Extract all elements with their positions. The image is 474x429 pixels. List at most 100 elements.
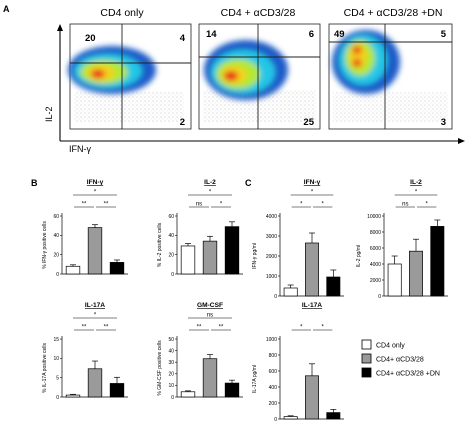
quadrant-upper-left: 49 <box>334 29 345 40</box>
bar-2 <box>305 242 319 297</box>
quadrant-upper-right: 6 <box>309 29 314 40</box>
flow-cytometry-plots: CD4 only 20 4 2 CD4 + αCD3/28 <box>44 7 465 154</box>
scatter-dots <box>203 90 316 122</box>
y-tick-label: 400 <box>269 385 278 391</box>
bar-2 <box>409 250 423 297</box>
flow-plot-title: CD4 + αCD3/28 +DN <box>344 7 443 19</box>
flow-plot-1: CD4 only 20 4 2 <box>68 7 192 130</box>
chart-title: IL-2 <box>410 179 422 186</box>
legend-label: CD4+ αCD3/28 <box>376 357 424 364</box>
scatter-dots <box>74 92 184 122</box>
y-tick-label: 5 <box>56 375 59 381</box>
y-tick-label: 0 <box>171 395 174 401</box>
y-tick-label: 0 <box>56 272 59 278</box>
y-tick-label: 20 <box>168 252 174 258</box>
y-tick-label: 10 <box>168 383 174 389</box>
y-tick-label: 2000 <box>266 254 277 260</box>
y-tick-label: 4000 <box>266 214 277 220</box>
quadrant-upper-left: 20 <box>85 33 96 44</box>
y-axis-label: IL-17A pg/ml <box>252 365 258 393</box>
bar-2 <box>202 358 218 398</box>
significance-label: * <box>94 190 97 196</box>
bar-3 <box>109 262 125 275</box>
quadrant-lower-right: 2 <box>180 117 185 128</box>
scatter-dots <box>333 92 448 122</box>
legend-swatch-acd3 <box>361 353 372 364</box>
chart-title: IL-17A <box>85 302 105 309</box>
x-axis-arrowhead <box>458 138 465 144</box>
y-tick-label: 1000 <box>266 274 277 280</box>
bar-chart-6: IL-2 IL-2 pg/ml 0 2000 4000 6000 8000 10000 ns * * <box>356 179 448 300</box>
y-axis-label: IL-2 <box>44 106 54 122</box>
density-cloud <box>204 40 288 100</box>
y-tick-label: 1000 <box>266 337 277 343</box>
bar-3 <box>430 226 445 297</box>
bar-3 <box>326 412 341 420</box>
y-tick-label: 10 <box>53 356 59 362</box>
flow-plot-title: CD4 only <box>100 7 144 19</box>
panel-label-b: B <box>31 178 38 188</box>
significance-label: * <box>300 325 303 331</box>
y-tick-label: 10000 <box>367 214 381 220</box>
y-axis-label: % IL-2 positive cells <box>157 222 163 267</box>
x-axis-label: IFN-γ <box>69 144 91 154</box>
bar-chart-2: IL-2 % IL-2 positive cells 0 20 40 60 ns * * <box>157 179 243 278</box>
y-tick-label: 8000 <box>370 230 381 236</box>
y-tick-label: 40 <box>168 348 174 354</box>
y-tick-label: 40 <box>168 233 174 239</box>
bar-2 <box>87 227 103 275</box>
chart-title: IL-17A <box>302 302 322 309</box>
y-tick-label: 2000 <box>370 278 381 284</box>
bar-2 <box>202 240 218 275</box>
flow-plot-2: CD4 + αCD3/28 14 6 25 <box>198 7 321 130</box>
bar-3 <box>326 276 341 297</box>
quadrant-upper-right: 4 <box>180 33 186 44</box>
significance-label: ** <box>104 202 109 208</box>
significance-label: ** <box>219 325 224 331</box>
y-tick-label: 4000 <box>370 262 381 268</box>
y-axis-label: IFN-γ pg/ml <box>252 243 258 269</box>
density-cloud <box>68 46 156 94</box>
significance-label: ** <box>82 202 87 208</box>
significance-label: * <box>220 202 223 208</box>
y-tick-label: 6000 <box>370 246 381 252</box>
legend-swatch-cd4-only <box>361 339 372 350</box>
legend: CD4 only CD4+ αCD3/28 CD4+ αCD3/28 +DN <box>361 339 440 378</box>
significance-label: ns <box>196 202 202 208</box>
bar-2 <box>87 368 103 398</box>
flow-plot-title: CD4 + αCD3/28 <box>221 7 296 19</box>
chart-title: IFN-γ <box>304 179 321 186</box>
chart-title: GM-CSF <box>197 302 223 309</box>
significance-label: * <box>321 325 324 331</box>
quadrant-lower-right: 25 <box>303 117 314 128</box>
bar-1 <box>180 391 196 398</box>
bar-chart-7: IL-17A IL-17A pg/ml 0 200 400 600 800 1000 * * <box>252 302 344 423</box>
significance-label: ** <box>104 325 109 331</box>
bar-chart-4: GM-CSF % GM-CSF positive cells 0 10 20 30 40 50… <box>157 302 243 401</box>
y-tick-label: 40 <box>53 233 59 239</box>
y-tick-label: 60 <box>168 214 174 220</box>
flow-plot-3: CD4 + αCD3/28 +DN 49 5 3 <box>328 7 453 130</box>
significance-label: * <box>300 202 303 208</box>
y-tick-label: 20 <box>168 372 174 378</box>
bar-1 <box>387 263 402 297</box>
density-cloud <box>332 30 400 94</box>
bar-1 <box>283 416 298 420</box>
y-axis-label: % IL-17A positive cells <box>42 342 48 393</box>
y-tick-label: 0 <box>56 395 59 401</box>
y-tick-label: 3000 <box>266 234 277 240</box>
y-tick-label: 0 <box>378 294 381 300</box>
bar-3 <box>224 226 240 275</box>
y-tick-label: 60 <box>53 214 59 220</box>
panel-label-c: C <box>245 178 252 188</box>
y-tick-label: 30 <box>168 360 174 366</box>
y-tick-label: 50 <box>168 337 174 343</box>
bar-3 <box>224 382 240 398</box>
bar-1 <box>283 287 298 297</box>
y-tick-label: 0 <box>274 294 277 300</box>
chart-title: IL-2 <box>204 179 216 186</box>
legend-label: CD4+ αCD3/28 +DN <box>376 371 440 378</box>
